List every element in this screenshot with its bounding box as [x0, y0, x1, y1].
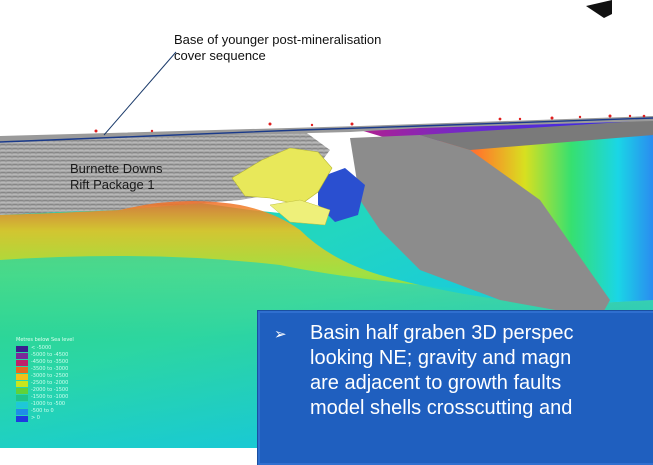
rift-label-line2: Rift Package 1 — [70, 177, 155, 192]
legend-swatch — [16, 415, 28, 422]
legend-label: -500 to 0 — [31, 408, 54, 414]
legend-swatch — [16, 408, 28, 415]
legend-item: -1000 to -500 — [16, 401, 126, 408]
callout-line-4: model shells crosscutting and — [310, 397, 573, 419]
legend-label: < -5000 — [31, 345, 52, 351]
legend-item: -1500 to -1000 — [16, 394, 126, 401]
legend-swatch — [16, 345, 28, 352]
mineral-body-yellow — [231, 147, 333, 206]
base-of-cover-line — [0, 117, 653, 143]
legend-item: -3000 to -2500 — [16, 373, 126, 380]
depth-legend: Metres below Sea level < -5000 -5000 to -… — [16, 337, 126, 422]
legend-label: -3000 to -2500 — [31, 373, 69, 379]
legend-swatch — [16, 373, 28, 380]
legend-swatch — [16, 401, 28, 408]
cover-sequence-label: Base of younger post-mineralisation cove… — [174, 32, 474, 64]
legend-swatch — [16, 394, 28, 401]
surface-sample-points — [94, 114, 646, 133]
legend-item: -2000 to -1500 — [16, 387, 126, 394]
legend-swatch — [16, 352, 28, 359]
legend-swatch — [16, 380, 28, 387]
legend-swatch — [16, 359, 28, 366]
callout-box: ➢ Basin half graben 3D perspec looking N… — [258, 311, 653, 465]
legend-label: -4500 to -3500 — [31, 359, 69, 365]
callout-line-1: Basin half graben 3D perspec — [310, 322, 574, 344]
legend-swatch — [16, 387, 28, 394]
cover-label-line2: cover sequence — [174, 48, 266, 63]
rift-label-line1: Burnette Downs — [70, 161, 163, 176]
legend-title: Metres below Sea level — [16, 337, 74, 343]
fault-plane-shade — [420, 120, 653, 150]
legend-item: < -5000 — [16, 345, 126, 352]
legend-item: -4500 to -3500 — [16, 359, 126, 366]
legend-item: -5000 to -4500 — [16, 352, 126, 359]
callout-line-2: looking NE; gravity and magn — [310, 347, 572, 369]
legend-label: -3500 to -3000 — [31, 366, 69, 372]
legend-label: > 0 — [31, 415, 40, 421]
legend-swatch — [16, 366, 28, 373]
label-leader-line — [103, 51, 177, 136]
legend-label: -1000 to -500 — [31, 401, 66, 407]
corner-wedge-icon — [586, 0, 612, 18]
legend-item: -2500 to -2000 — [16, 380, 126, 387]
cover-label-line1: Base of younger post-mineralisation — [174, 32, 382, 47]
arrow-bullet-icon: ➢ — [274, 325, 287, 343]
callout-line-3: are adjacent to growth faults — [310, 372, 562, 394]
mineral-body-yellow-2 — [269, 199, 331, 226]
legend-label: -5000 to -4500 — [31, 352, 69, 358]
legend-item: -500 to 0 — [16, 408, 126, 415]
rift-package-label: Burnette Downs Rift Package 1 — [70, 161, 210, 193]
legend-label: -2000 to -1500 — [31, 387, 69, 393]
legend-item: -3500 to -3000 — [16, 366, 126, 373]
legend-label: -2500 to -2000 — [31, 380, 69, 386]
mineral-body-blue — [318, 168, 365, 222]
fault-plane — [350, 135, 610, 318]
legend-item: > 0 — [16, 415, 126, 422]
legend-label: -1500 to -1000 — [31, 394, 69, 400]
